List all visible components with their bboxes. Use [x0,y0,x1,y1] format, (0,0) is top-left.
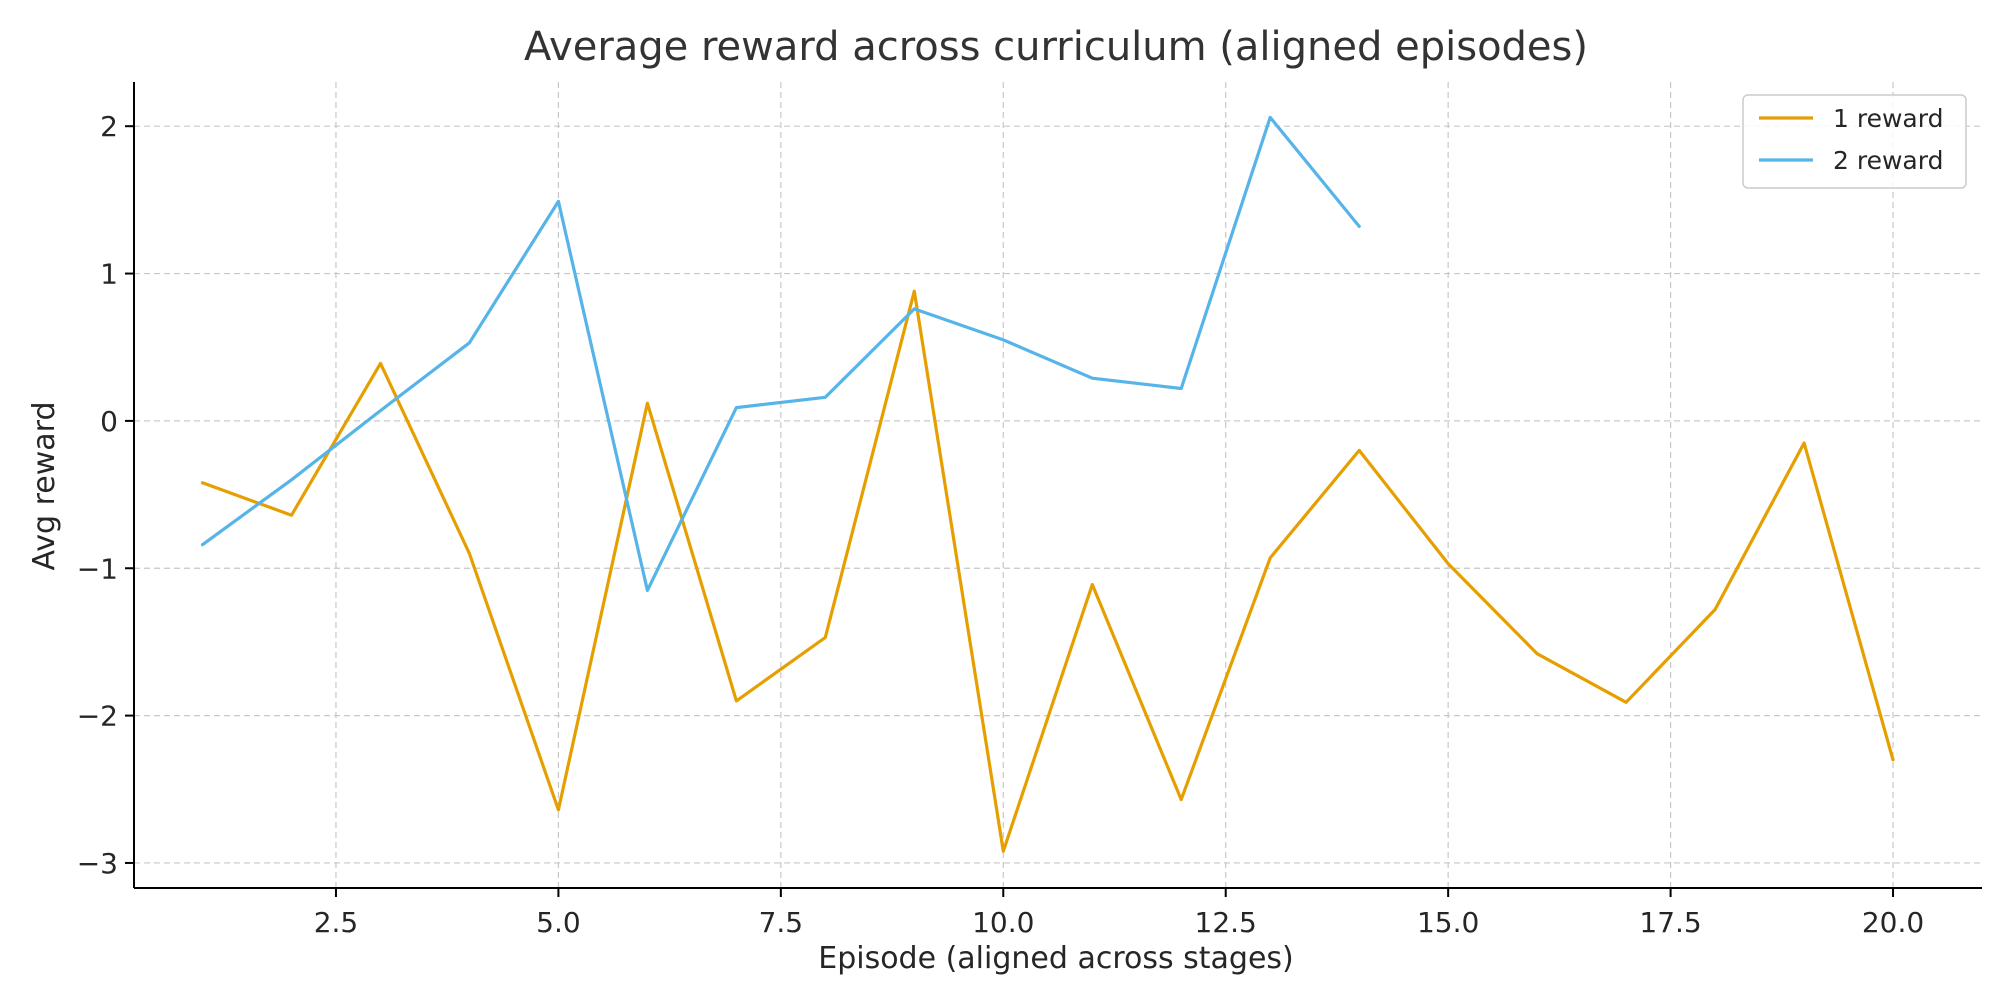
x-tick-label: 2.5 [314,906,359,939]
x-tick-label: 17.5 [1639,906,1701,939]
axes-layer [133,82,1982,889]
x-tick-label: 10.0 [972,906,1034,939]
legend: 1 reward 2 reward [1742,94,1967,189]
y-tick-label: 2 [100,110,118,143]
y-tick-label: −3 [77,847,118,880]
x-ticks: 2.5 5.0 7.5 10.0 12.5 15.0 17.5 20.0 [314,888,1924,939]
chart-title: Average reward across curriculum (aligne… [524,24,1588,70]
series-layer [200,115,1895,853]
legend-label-2: 2 reward [1833,146,1943,175]
x-tick-label: 15.0 [1417,906,1479,939]
series-line-2 [200,115,1361,593]
x-axis-label: Episode (aligned across stages) [818,941,1294,976]
series-line-1 [200,289,1895,853]
y-tick-label: −1 [77,552,118,585]
y-ticks: −3 −2 −1 0 1 2 [77,110,134,880]
x-tick-label: 5.0 [536,906,581,939]
y-tick-label: 1 [100,258,118,291]
grid-layer [134,82,1982,888]
y-axis-label: Avg reward [27,402,62,571]
x-tick-label: 7.5 [759,906,804,939]
x-tick-label: 20.0 [1862,906,1924,939]
legend-label-1: 1 reward [1833,104,1943,133]
x-tick-label: 12.5 [1195,906,1257,939]
y-tick-label: −2 [77,700,118,733]
y-tick-label: 0 [100,405,118,438]
